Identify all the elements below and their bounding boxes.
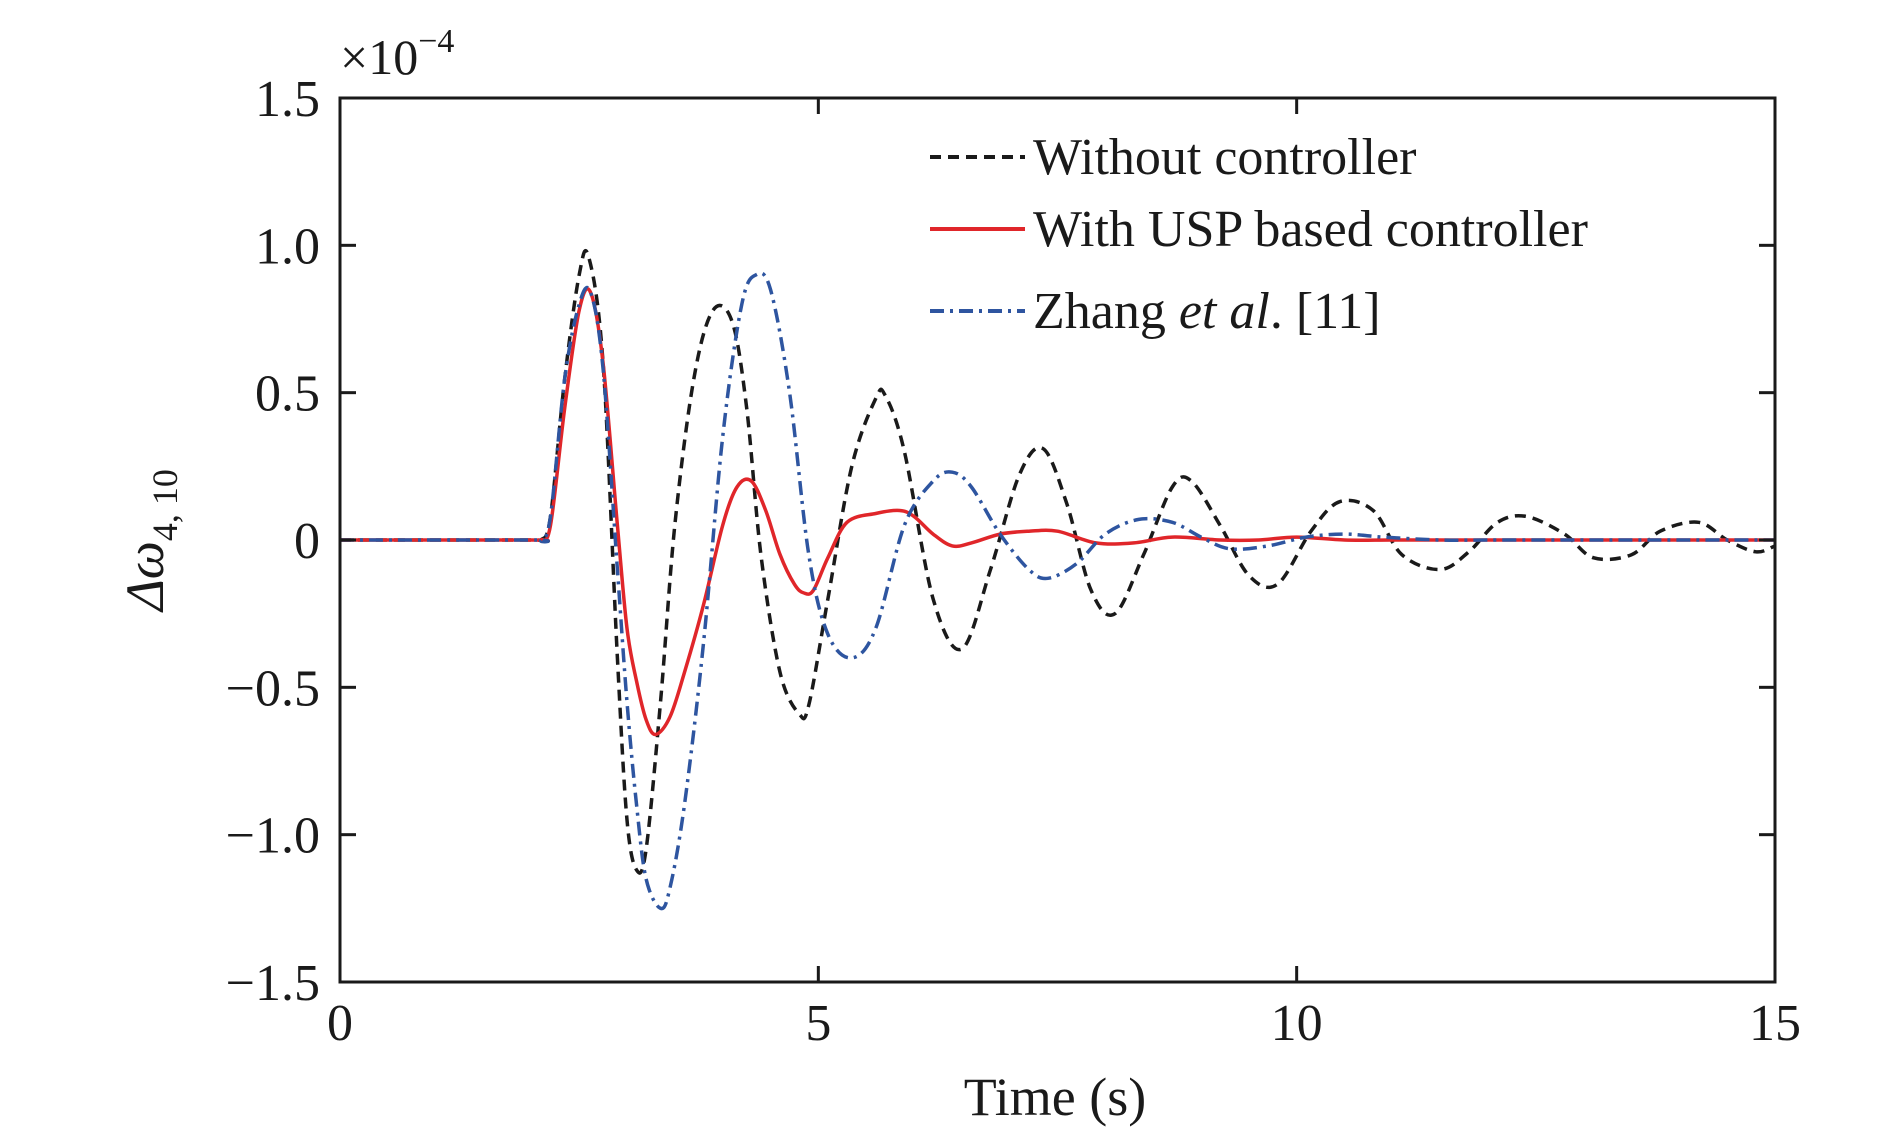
x-axis-label: Time (s) [964,1067,1147,1127]
y-tick-label: 0 [294,513,320,570]
y-tick-label: −1.0 [226,808,320,865]
y-exponent-power: −4 [418,23,454,60]
legend-zhang-suffix: . [11] [1270,283,1381,340]
x-tick-label: 10 [1271,995,1323,1052]
series-layer [340,249,1776,911]
legend-label-zhang: Zhang et al. [11] [1033,283,1381,340]
y-axis-label-base: Δω [115,541,175,613]
x-tick-label: 15 [1749,995,1801,1052]
y-exponent-prefix: ×10 [340,29,418,85]
y-tick-label: −0.5 [226,660,320,717]
y-tick-label: 1.5 [255,71,320,128]
series-line-1 [340,287,1775,737]
legend: Without controller With USP based contro… [930,129,1588,340]
y-tick-label: −1.5 [226,955,320,1012]
legend-label-usp-controller: With USP based controller [1033,201,1588,258]
legend-zhang-prefix: Zhang [1033,283,1179,340]
y-axis-exponent: ×10−4 [340,23,454,85]
series-line-2 [340,271,1775,911]
x-tick-label: 5 [805,995,831,1052]
x-tick-label: 0 [327,995,353,1052]
legend-label-without-controller: Without controller [1033,129,1416,186]
ticks-layer: 0 5 10 15 1.5 1.0 0.5 0 −0.5 −1.0 −1.5 [226,71,1801,1052]
y-tick-label: 0.5 [255,366,320,423]
y-axis-label: Δω4, 10 [115,469,185,613]
y-axis-label-sub: 4, 10 [145,469,185,541]
legend-zhang-italic: et al [1179,283,1270,340]
y-tick-label: 1.0 [255,218,320,275]
series-line-0 [340,249,1776,875]
